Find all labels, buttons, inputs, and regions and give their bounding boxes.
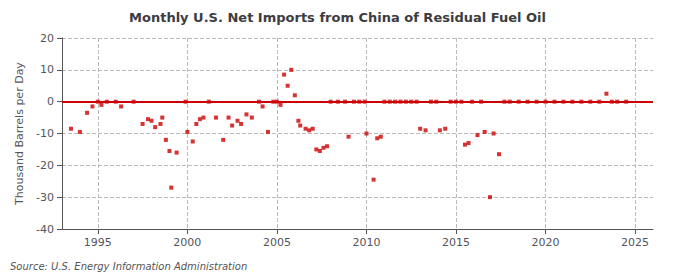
svg-text:-20: -20 [36, 159, 54, 172]
svg-text:10: 10 [40, 63, 54, 76]
svg-text:-30: -30 [36, 191, 54, 204]
svg-text:Source: U.S. Energy Informatio: Source: U.S. Energy Information Administ… [10, 261, 247, 272]
svg-text:Thousand Barrels per Day: Thousand Barrels per Day [13, 62, 26, 206]
svg-text:2015: 2015 [442, 236, 470, 249]
svg-text:2000: 2000 [173, 236, 201, 249]
svg-text:Monthly U.S. Net Imports from: Monthly U.S. Net Imports from China of R… [129, 10, 546, 25]
svg-text:1995: 1995 [84, 236, 112, 249]
svg-text:2025: 2025 [621, 236, 649, 249]
svg-text:2020: 2020 [532, 236, 560, 249]
svg-text:2010: 2010 [352, 236, 380, 249]
svg-text:-10: -10 [36, 127, 54, 140]
svg-text:0: 0 [47, 95, 54, 108]
svg-text:-40: -40 [36, 223, 54, 236]
svg-text:20: 20 [40, 32, 54, 45]
svg-text:2005: 2005 [263, 236, 291, 249]
